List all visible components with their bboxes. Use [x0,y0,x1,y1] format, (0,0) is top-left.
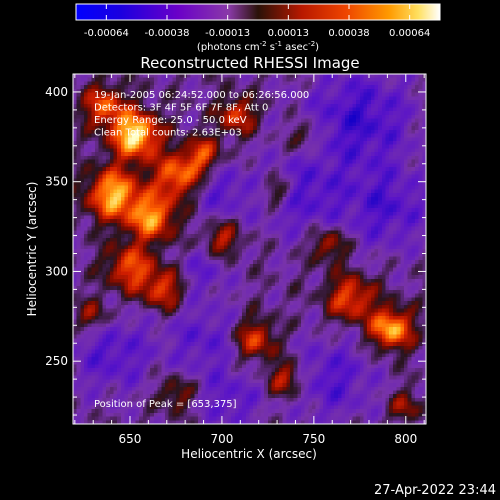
colorbar-unit: (photons cm-2 s-1 asec-2) [197,40,319,53]
observation-info: 19-Jan-2005 06:24:52.000 to 06:26:56.000… [94,90,309,139]
x-axis-tick-labels: 650 700 750 800 [119,432,418,446]
y-tick-label: 350 [45,175,68,189]
colorbar-tick-label: 0.00064 [389,28,430,39]
colorbar-tick-label: -0.00013 [205,28,250,39]
info-line: Energy Range: 25.0 - 50.0 keV [94,115,247,126]
info-line: Detectors: 3F 4F 5F 6F 7F 8F, Att 0 [94,103,268,114]
x-axis-ticks [74,74,425,424]
y-axis-ticks [73,73,426,416]
plot-frame [72,73,427,425]
x-axis-label: Heliocentric X (arcsec) [181,447,317,461]
chart-title: Reconstructed RHESSI Image [140,54,359,72]
x-tick-label: 800 [394,432,417,446]
y-axis-tick-labels: 250 300 350 400 [45,85,68,368]
colorbar-tick-labels: -0.00064 -0.00038 -0.00013 0.00013 0.00038 0.… [84,28,430,39]
info-line: 19-Jan-2005 06:24:52.000 to 06:26:56.000 [94,90,309,101]
info-line: Clean Total counts: 2.63E+03 [94,128,242,139]
y-tick-label: 250 [45,354,68,368]
colorbar-ticks [105,4,411,20]
y-axis-label: Heliocentric Y (arcsec) [25,182,39,317]
x-tick-label: 700 [210,432,233,446]
colorbar-tick-label: 0.00013 [268,28,309,39]
colorbar-tick-label: 0.00038 [328,28,369,39]
peak-position-label: Position of Peak = [653,375] [94,399,237,410]
y-tick-label: 300 [45,264,68,278]
heatmap-image [73,74,426,424]
footer-timestamp: 27-Apr-2022 23:44 [374,483,496,498]
x-tick-label: 650 [119,432,142,446]
x-tick-label: 750 [302,432,325,446]
colorbar [75,3,441,21]
y-tick-label: 400 [45,85,68,99]
colorbar-tick-label: -0.00064 [84,28,129,39]
heatmap-raster [73,74,426,424]
colorbar-tick-label: -0.00038 [145,28,190,39]
